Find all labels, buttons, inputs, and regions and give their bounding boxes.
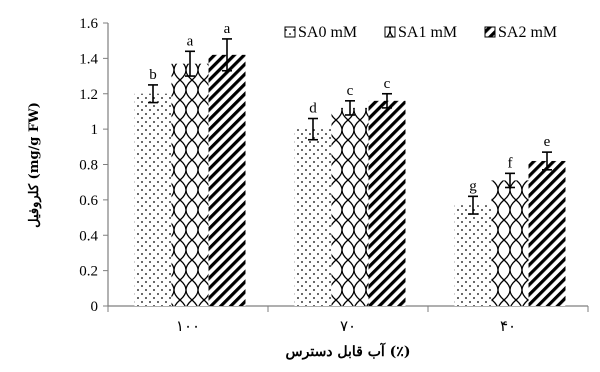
- significance-letter: b: [149, 67, 157, 83]
- y-tick-label: 1.6: [79, 16, 98, 32]
- significance-letter: g: [469, 178, 477, 194]
- significance-letter: c: [347, 83, 354, 99]
- significance-letter: f: [508, 155, 513, 171]
- legend-swatch: [484, 26, 496, 38]
- x-tick-label: ۷۰: [340, 317, 356, 335]
- y-tick-label: 0.4: [79, 228, 98, 244]
- legend-label: SA1 mM: [398, 24, 457, 41]
- y-tick-label: 0.8: [79, 158, 98, 174]
- bars: [134, 54, 566, 307]
- x-axis-label: آب قابل دسترس (٪): [286, 342, 411, 360]
- significance-letter: a: [187, 33, 194, 49]
- bar: [134, 93, 172, 306]
- y-tick-label: 0.6: [79, 193, 98, 209]
- y-tick-label: 0: [91, 299, 99, 315]
- error-bars: [148, 38, 552, 215]
- y-tick-label: 1.2: [79, 87, 98, 103]
- y-tick-label: 1: [91, 122, 99, 138]
- significance-letters: b a a d c c g f e: [149, 21, 550, 194]
- significance-letter: c: [384, 76, 391, 92]
- x-tick-label: ۴۰: [500, 317, 516, 335]
- significance-letter: e: [544, 134, 551, 150]
- legend-label: SA2 mM: [498, 24, 557, 41]
- legend-label: SA0 mM: [298, 24, 357, 41]
- bar: [331, 107, 369, 307]
- y-ticks: 0 0.2 0.4 0.6 0.8 1 1.2 1.4 1.6: [79, 16, 108, 315]
- bar: [528, 160, 566, 306]
- y-axis-label: کلروفیل (mg/g FW): [27, 102, 42, 228]
- bar: [208, 54, 246, 307]
- bar: [294, 129, 332, 306]
- y-tick-label: 0.2: [79, 264, 98, 280]
- x-ticks: ۱۰۰ ۷۰ ۴۰: [107, 306, 589, 335]
- significance-letter: a: [224, 21, 231, 37]
- legend-swatch: [284, 26, 296, 38]
- significance-letter: d: [309, 101, 317, 117]
- bar: [454, 205, 492, 306]
- bar: [171, 63, 209, 307]
- x-tick-label: ۱۰۰: [176, 317, 200, 335]
- legend-swatch: [384, 26, 396, 38]
- legend: SA0 mM SA1 mM SA2 mM: [284, 24, 557, 41]
- bar: [491, 180, 529, 306]
- y-tick-label: 1.4: [79, 51, 98, 67]
- bar: [368, 100, 406, 306]
